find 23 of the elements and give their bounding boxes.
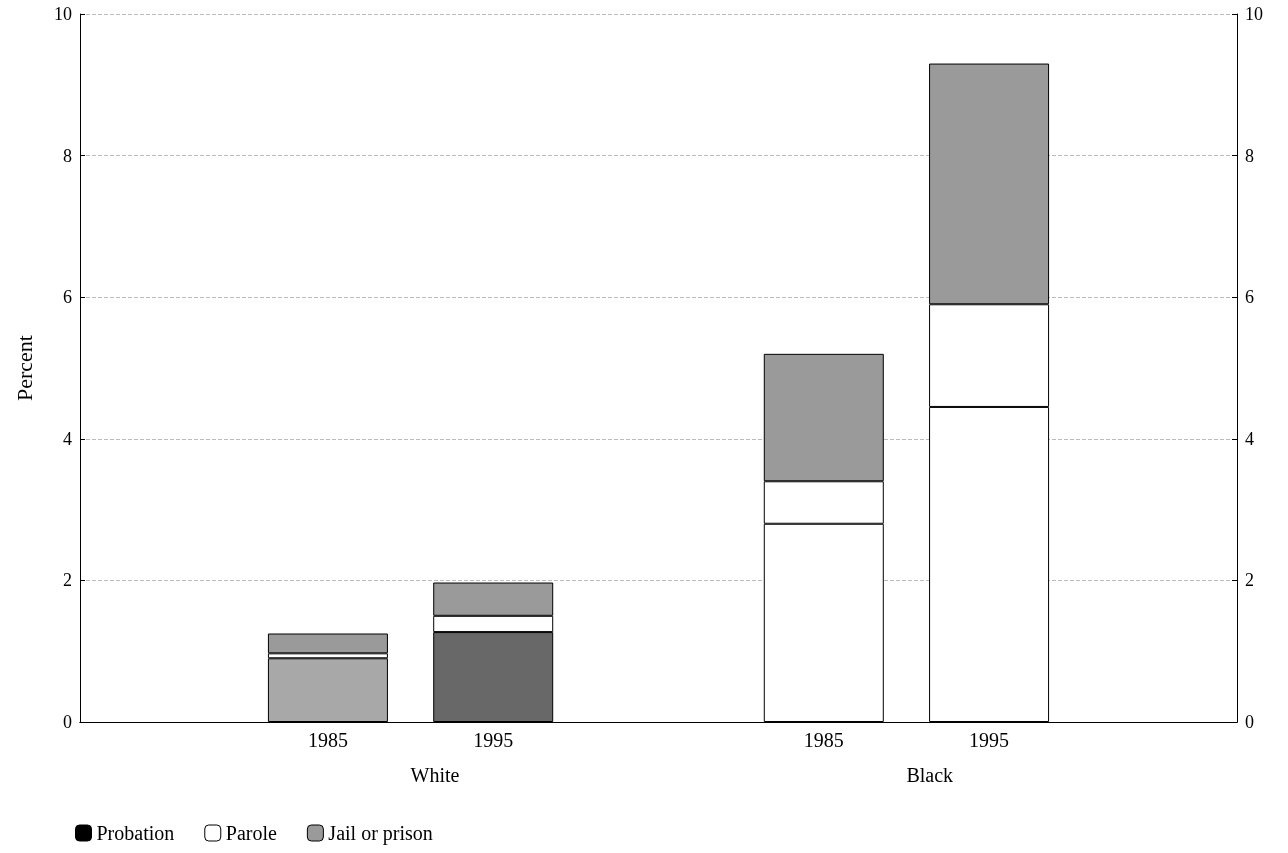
- x-tick-label: 1995: [969, 729, 1010, 751]
- y-tick-label: 4: [63, 428, 72, 449]
- y-tick-label: 2: [63, 570, 72, 591]
- text: White: [410, 764, 460, 786]
- y-tick-label: 6: [63, 287, 72, 308]
- y2-tick-label: 4: [1245, 428, 1254, 449]
- legend-label: Parole: [225, 822, 277, 844]
- x-tick-label: 1995: [473, 729, 514, 751]
- y2-tick-label: 0: [1245, 712, 1254, 732]
- y2-tick-label: 6: [1245, 287, 1254, 308]
- y2-tick-label: 2: [1245, 570, 1254, 591]
- x-tick-label: 1985: [307, 729, 348, 751]
- y-tick-label: 8: [63, 145, 72, 166]
- y2-tick-label: 8: [1245, 145, 1254, 166]
- y-axis-title: Percent: [11, 335, 37, 401]
- legend-label: Probation: [96, 822, 175, 844]
- text: Black: [906, 764, 954, 786]
- x-tick-label: 1985: [803, 729, 844, 751]
- y-tick-label: 0: [63, 712, 72, 732]
- y-tick-label: 10: [54, 4, 72, 24]
- legend-label: Jail or prison: [328, 822, 433, 845]
- bar: [267, 633, 388, 654]
- y2-tick-label: 10: [1245, 4, 1263, 24]
